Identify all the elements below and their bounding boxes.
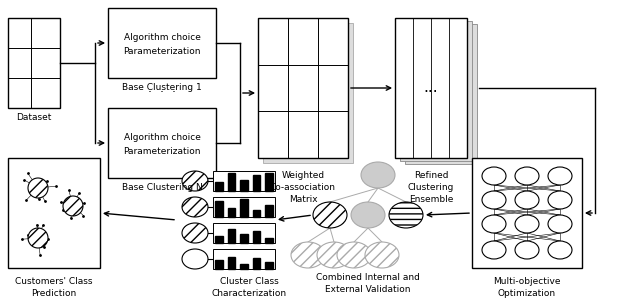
Ellipse shape <box>182 171 208 191</box>
Bar <box>395 18 467 158</box>
Ellipse shape <box>351 202 385 228</box>
Ellipse shape <box>515 215 539 233</box>
Text: Parameterization: Parameterization <box>124 46 201 55</box>
Text: Base Clustering N: Base Clustering N <box>122 184 202 193</box>
Text: Parameterization: Parameterization <box>124 147 201 156</box>
Text: Clustering: Clustering <box>408 184 454 193</box>
Polygon shape <box>215 201 223 217</box>
Bar <box>213 249 275 269</box>
Text: Ensemble: Ensemble <box>409 196 453 204</box>
Text: Base Clustering 1: Base Clustering 1 <box>122 83 202 92</box>
Polygon shape <box>253 210 260 217</box>
Polygon shape <box>265 173 273 191</box>
Text: Combined Internal and: Combined Internal and <box>316 272 420 281</box>
Polygon shape <box>228 229 236 243</box>
Text: Algorithm choice: Algorithm choice <box>124 33 200 42</box>
Ellipse shape <box>515 167 539 185</box>
Polygon shape <box>240 180 248 191</box>
Polygon shape <box>253 231 260 243</box>
Text: Multi-objective: Multi-objective <box>493 278 561 287</box>
Ellipse shape <box>182 197 208 217</box>
Polygon shape <box>240 264 248 269</box>
Bar <box>213 171 275 191</box>
Polygon shape <box>253 259 260 269</box>
Bar <box>8 158 100 268</box>
Ellipse shape <box>389 202 423 228</box>
Ellipse shape <box>291 242 325 268</box>
Ellipse shape <box>337 242 371 268</box>
Polygon shape <box>228 257 236 269</box>
Text: Weighted: Weighted <box>282 172 324 181</box>
Text: Matrix: Matrix <box>289 196 317 204</box>
Text: Dataset: Dataset <box>16 113 52 123</box>
Ellipse shape <box>361 162 395 188</box>
Polygon shape <box>215 260 223 269</box>
Ellipse shape <box>515 191 539 209</box>
Bar <box>213 223 275 243</box>
Ellipse shape <box>548 241 572 259</box>
Ellipse shape <box>182 249 208 269</box>
Ellipse shape <box>28 228 48 248</box>
Text: Customers' Class: Customers' Class <box>15 278 93 287</box>
Bar <box>472 158 582 268</box>
Polygon shape <box>240 199 248 217</box>
Bar <box>108 8 216 78</box>
Text: Co-association: Co-association <box>270 184 336 193</box>
Bar <box>258 18 348 158</box>
Bar <box>213 197 275 217</box>
Text: Optimization: Optimization <box>498 290 556 299</box>
Text: Cluster Class: Cluster Class <box>220 278 278 287</box>
Polygon shape <box>253 175 260 191</box>
Ellipse shape <box>548 215 572 233</box>
Polygon shape <box>265 238 273 243</box>
Polygon shape <box>240 234 248 243</box>
Ellipse shape <box>482 215 506 233</box>
Text: Prediction: Prediction <box>31 290 77 299</box>
Text: ·  ·  ·: · · · <box>148 86 176 100</box>
Bar <box>405 24 477 164</box>
Polygon shape <box>215 182 223 191</box>
Ellipse shape <box>28 178 48 198</box>
Text: Characterization: Characterization <box>211 290 287 299</box>
Polygon shape <box>228 173 236 191</box>
Ellipse shape <box>482 191 506 209</box>
Ellipse shape <box>365 242 399 268</box>
Bar <box>108 108 216 178</box>
Bar <box>8 18 60 108</box>
Polygon shape <box>265 262 273 269</box>
Ellipse shape <box>182 223 208 243</box>
Ellipse shape <box>317 242 351 268</box>
Ellipse shape <box>515 241 539 259</box>
Polygon shape <box>215 236 223 243</box>
Text: Algorithm choice: Algorithm choice <box>124 132 200 141</box>
Ellipse shape <box>548 191 572 209</box>
Text: Refined: Refined <box>413 172 448 181</box>
Bar <box>263 23 353 163</box>
Text: External Validation: External Validation <box>325 284 411 293</box>
Ellipse shape <box>482 167 506 185</box>
Ellipse shape <box>482 241 506 259</box>
Ellipse shape <box>313 202 347 228</box>
Bar <box>400 21 472 161</box>
Ellipse shape <box>63 196 83 216</box>
Polygon shape <box>228 208 236 217</box>
Text: ...: ... <box>424 80 438 95</box>
Ellipse shape <box>548 167 572 185</box>
Polygon shape <box>265 205 273 217</box>
